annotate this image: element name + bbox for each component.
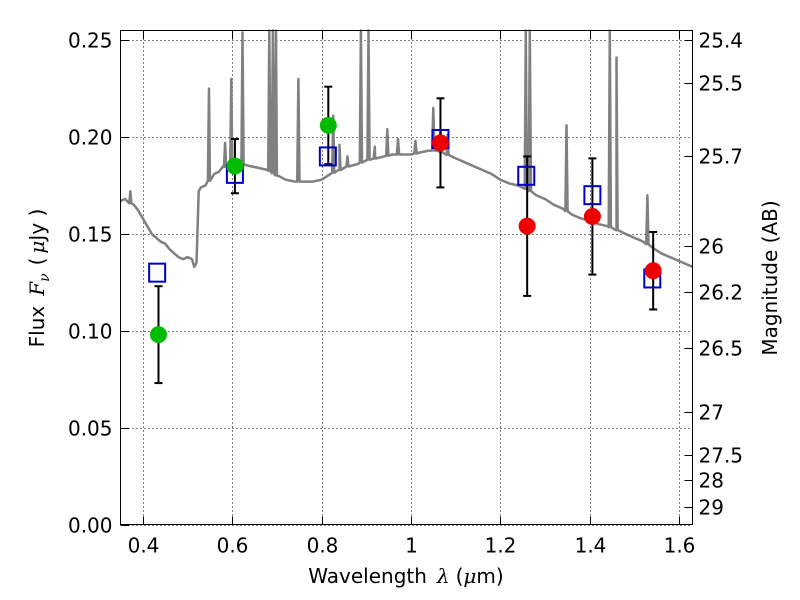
y2-tick-label: 25.7	[699, 145, 744, 169]
x-tick-label: 0.8	[307, 534, 339, 558]
y2-tick-label: 26.5	[699, 337, 744, 361]
y-axis-title: FluxFν(μJy )	[25, 209, 53, 348]
y2-tick-label: 25.4	[699, 29, 744, 53]
x-tick-label: 1.2	[485, 534, 517, 558]
x-tick-label: 0.6	[217, 534, 249, 558]
x-tick-label: 1	[405, 534, 418, 558]
spectrum-layer	[119, 29, 693, 269]
y-tick-label: 0.20	[68, 126, 113, 150]
model-square-marker	[517, 165, 536, 186]
plot-frame	[120, 30, 693, 525]
optical_observed-point	[319, 116, 337, 134]
y2-tick-label: 27.5	[699, 444, 744, 468]
grid	[120, 30, 693, 526]
x-axis: 0.4 0.6 0.8 1 1.2 1.4 1.6	[128, 30, 696, 558]
y2-tick-label: 29	[699, 496, 724, 520]
x-tick-label: 0.4	[128, 534, 160, 558]
y2-tick-label: 27	[699, 401, 724, 425]
x-axis-title: Wavelength λ (μm)	[308, 564, 503, 588]
model-square-marker	[583, 185, 602, 206]
nir_observed-point	[431, 134, 449, 152]
y2-tick-label: 26.2	[699, 281, 744, 305]
y-tick-label: 0.15	[68, 223, 113, 247]
model-square-marker	[148, 262, 167, 283]
y-tick-label: 0.10	[68, 320, 113, 344]
model-spectrum-line	[119, 29, 693, 269]
y-tick-label: 0.00	[68, 514, 113, 538]
y-axis: 0.00 0.05 0.10 0.15 0.20 0.25	[68, 29, 129, 538]
y2-axis: 25.4 25.5 25.7 26 26.2 26.5 27 27.528 29	[684, 29, 744, 520]
nir_observed-point	[518, 217, 536, 235]
y2-tick-label: 26	[699, 235, 724, 259]
circle-markers	[149, 116, 662, 344]
y2-axis-title: Magnitude (AB)	[758, 200, 782, 355]
y2-tick-label: 28	[699, 469, 724, 493]
optical_observed-point	[226, 157, 244, 175]
nir_observed-point	[583, 207, 601, 225]
y-tick-label: 0.25	[68, 29, 113, 53]
x-tick-label: 1.4	[575, 534, 607, 558]
optical_observed-point	[149, 326, 167, 344]
model-square-marker	[318, 146, 337, 167]
y-tick-label: 0.05	[68, 417, 113, 441]
y2-tick-label: 25.5	[699, 72, 744, 96]
square-markers	[148, 128, 662, 289]
x-tick-label: 1.6	[664, 534, 696, 558]
nir_observed-point	[644, 262, 662, 280]
